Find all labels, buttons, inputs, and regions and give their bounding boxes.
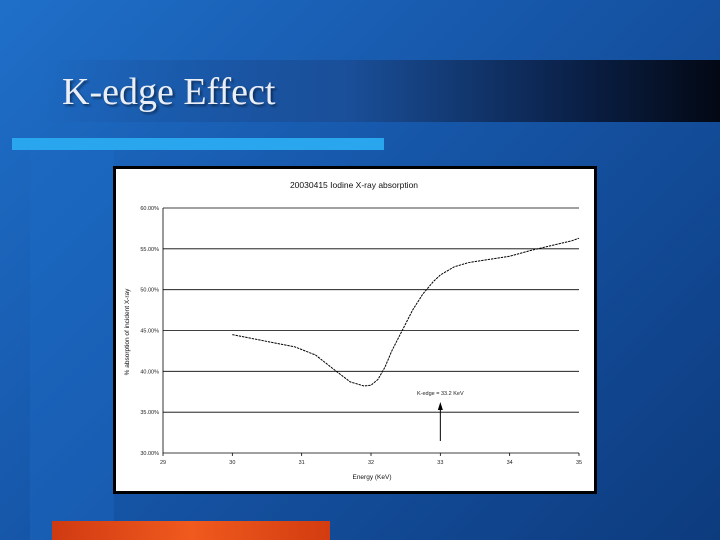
y-tick-label: 40.00%: [140, 369, 159, 375]
chart-title: 20030415 Iodine X-ray absorption: [290, 180, 418, 190]
y-tick-label: 35.00%: [140, 410, 159, 416]
chart-frame: 20030415 Iodine X-ray absorption % absor…: [113, 166, 597, 494]
k-edge-annotation-label: K-edge = 33.2 KeV: [417, 391, 464, 397]
x-tick-label: 29: [160, 460, 166, 466]
decorative-strip: [30, 150, 114, 540]
slide-title: K-edge Effect: [62, 71, 276, 113]
absorption-series-line: [232, 237, 580, 387]
y-axis-label: % absorption of incident X-ray: [124, 288, 131, 375]
y-tick-label: 30.00%: [140, 451, 159, 457]
title-underline: [12, 138, 384, 150]
y-tick-label: 60.00%: [140, 206, 159, 212]
chart-panel: 20030415 Iodine X-ray absorption % absor…: [116, 169, 594, 491]
x-tick-label: 32: [368, 460, 374, 466]
x-tick-label: 33: [437, 460, 443, 466]
title-band: [40, 60, 720, 122]
x-tick-label: 30: [229, 460, 235, 466]
y-tick-label: 55.00%: [140, 247, 159, 253]
y-tick-label: 45.00%: [140, 329, 159, 335]
absorption-chart: 20030415 Iodine X-ray absorption % absor…: [124, 180, 582, 481]
k-edge-arrow-head: [437, 402, 443, 410]
y-tick-label: 50.00%: [140, 288, 159, 294]
x-axis-label: Energy (KeV): [352, 474, 391, 481]
bottom-accent-bar: [52, 521, 330, 540]
x-tick-label: 31: [299, 460, 305, 466]
x-tick-label: 35: [576, 460, 582, 466]
x-tick-label: 34: [507, 460, 513, 466]
